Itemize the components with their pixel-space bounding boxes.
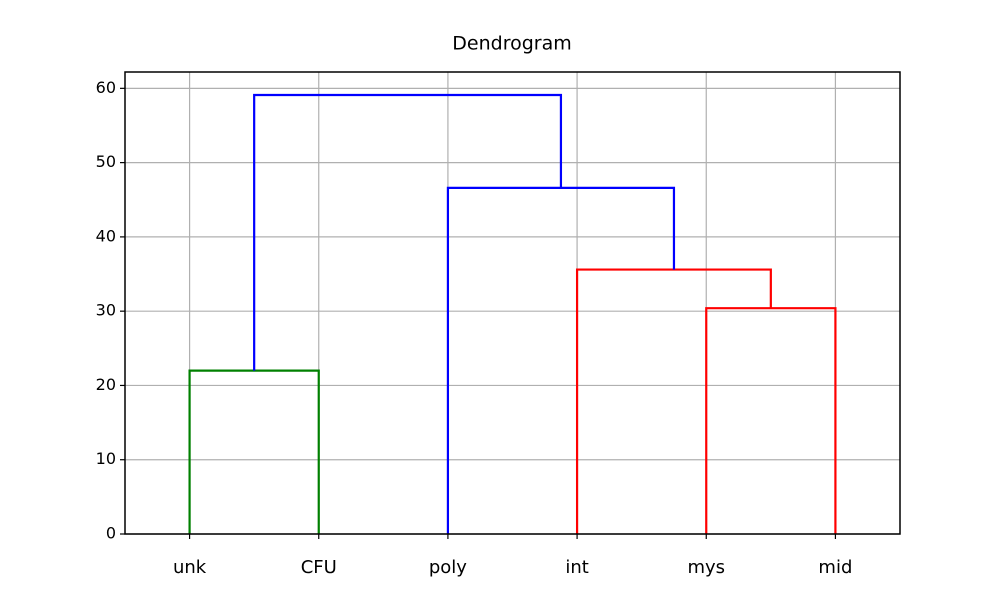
dendrogram-link bbox=[705, 307, 837, 534]
y-tick-label: 10 bbox=[96, 449, 116, 468]
x-tick-label: CFU bbox=[301, 557, 337, 578]
chart-title: Dendrogram bbox=[452, 33, 571, 55]
x-tick-label: mid bbox=[818, 557, 852, 578]
dendrogram-link bbox=[446, 186, 676, 534]
plot-frame bbox=[124, 71, 901, 535]
y-tick-label: 20 bbox=[96, 375, 116, 394]
y-tick-label: 0 bbox=[106, 524, 116, 543]
y-tick-label: 60 bbox=[96, 78, 116, 97]
x-tick-label: poly bbox=[429, 557, 467, 578]
dendrogram-link bbox=[188, 369, 320, 534]
x-tick-label: mys bbox=[687, 557, 725, 578]
dendrogram-link bbox=[575, 268, 772, 534]
y-tick-label: 50 bbox=[96, 152, 116, 171]
y-tick-label: 40 bbox=[96, 226, 116, 245]
dendrogram-link bbox=[253, 93, 563, 371]
y-tick-label: 30 bbox=[96, 301, 116, 320]
x-tick-label: unk bbox=[173, 557, 207, 578]
x-tick-label: int bbox=[565, 557, 588, 578]
